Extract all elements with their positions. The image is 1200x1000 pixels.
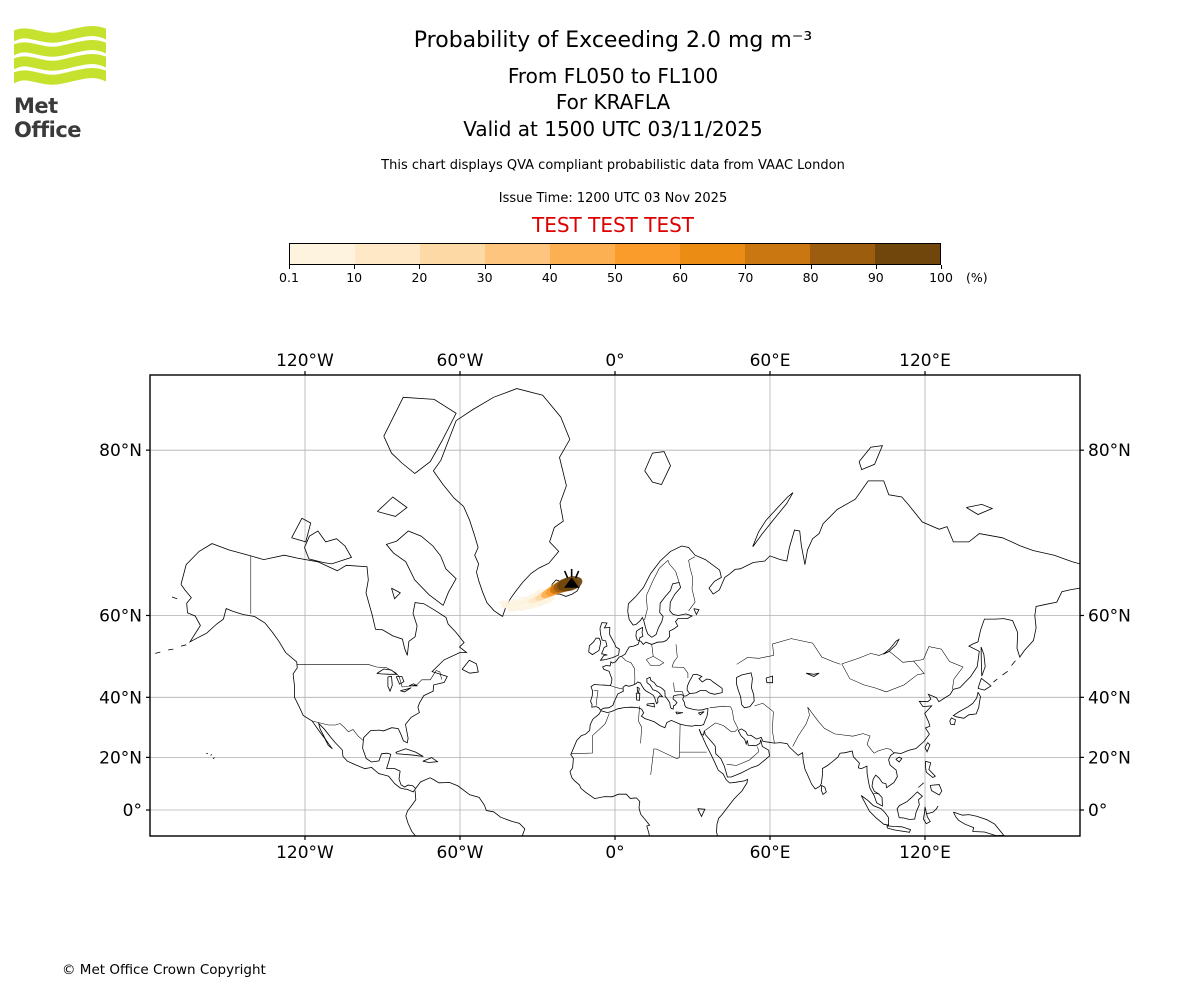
colorbar-tick	[941, 265, 942, 269]
lon-label: 120°W	[276, 843, 334, 863]
lon-label: 120°W	[276, 351, 334, 371]
colorbar-tick-label: 50	[607, 270, 623, 285]
colorbar-tick	[680, 265, 682, 269]
colorbar-tick-label: 70	[737, 270, 754, 285]
lon-label: 60°W	[437, 843, 484, 863]
lat-label: 80°N	[99, 441, 142, 461]
lon-label: 60°E	[750, 843, 791, 863]
colorbar-tick-label: 40	[541, 270, 558, 285]
colorbar-segment-7	[745, 244, 810, 264]
lat-label: 60°N	[99, 606, 142, 626]
colorbar-segment-6	[680, 244, 745, 264]
colorbar-tick-label: 0.1	[279, 270, 299, 285]
chart-title: Probability of Exceeding 2.0 mg m⁻³	[413, 28, 813, 53]
colorbar-tick	[354, 265, 356, 269]
chart-subtitle-volcano: For KRAFLA	[555, 90, 671, 114]
issue-time: Issue Time: 1200 UTC 03 Nov 2025	[498, 191, 728, 206]
lat-label: 80°N	[1088, 441, 1131, 461]
lat-label: 40°N	[99, 688, 142, 708]
lat-label: 20°N	[99, 748, 142, 768]
volcano-marker-krafla	[563, 568, 580, 588]
lon-label: 60°E	[750, 351, 791, 371]
colorbar-segment-5	[615, 244, 680, 264]
colorbar-tick	[875, 265, 877, 269]
colorbar-segment-9	[875, 244, 940, 264]
colorbar-tick	[484, 265, 486, 269]
colorbar-tick	[289, 265, 290, 269]
probability-colorbar	[289, 243, 941, 265]
colorbar-tick-label: 20	[411, 270, 428, 285]
colorbar-segment-4	[550, 244, 615, 264]
colorbar-segment-1	[355, 244, 420, 264]
axis-labels: 120°W 120°W 60°W 60°W 0° 0° 60°E 60°E 120°E 120°E…	[99, 351, 1131, 863]
met-office-logo: Met Office	[9, 26, 124, 142]
met-office-logo-text: Met Office	[14, 94, 82, 142]
colorbar-segment-0	[290, 244, 355, 264]
colorbar-segment-8	[810, 244, 875, 264]
colorbar-tick	[810, 265, 812, 269]
colorbar-tick	[419, 265, 421, 269]
lat-label: 0°	[1088, 801, 1107, 821]
lon-label: 0°	[605, 351, 624, 371]
colorbar-tick-label: 90	[867, 270, 884, 285]
colorbar-tick-label: 100	[929, 270, 953, 285]
lon-label: 120°E	[899, 351, 951, 371]
graticule	[150, 375, 1080, 836]
axis-ticks	[146, 371, 1084, 840]
colorbar-segment-3	[485, 244, 550, 264]
colorbar-tick	[615, 265, 616, 269]
colorbar-unit-label: (%)	[966, 270, 988, 285]
chart-subtitle-flight-levels: From FL050 to FL100	[507, 64, 719, 88]
lon-label: 60°W	[437, 351, 484, 371]
colorbar-tick-label: 30	[476, 270, 493, 285]
coastlines	[155, 388, 1080, 836]
colorbar-tick	[745, 265, 747, 269]
copyright-text: © Met Office Crown Copyright	[62, 962, 266, 978]
chart-subtitle-valid-time: Valid at 1500 UTC 03/11/2025	[463, 117, 763, 141]
colorbar-tick-label: 60	[672, 270, 689, 285]
chart-note: This chart displays QVA compliant probab…	[381, 158, 845, 173]
met-office-logo-waves-icon	[9, 26, 111, 85]
lat-label: 20°N	[1088, 748, 1131, 768]
test-banner: TEST TEST TEST	[531, 213, 694, 237]
colorbar-tick-label: 10	[346, 270, 363, 285]
lon-label: 0°	[605, 843, 624, 863]
colorbar-segment-2	[420, 244, 485, 264]
lat-label: 0°	[123, 801, 142, 821]
lat-label: 40°N	[1088, 688, 1131, 708]
lon-label: 120°E	[899, 843, 951, 863]
colorbar-tick	[549, 265, 551, 269]
colorbar-tick-label: 80	[802, 270, 819, 285]
country-borders	[250, 555, 964, 795]
lat-label: 60°N	[1088, 606, 1131, 626]
